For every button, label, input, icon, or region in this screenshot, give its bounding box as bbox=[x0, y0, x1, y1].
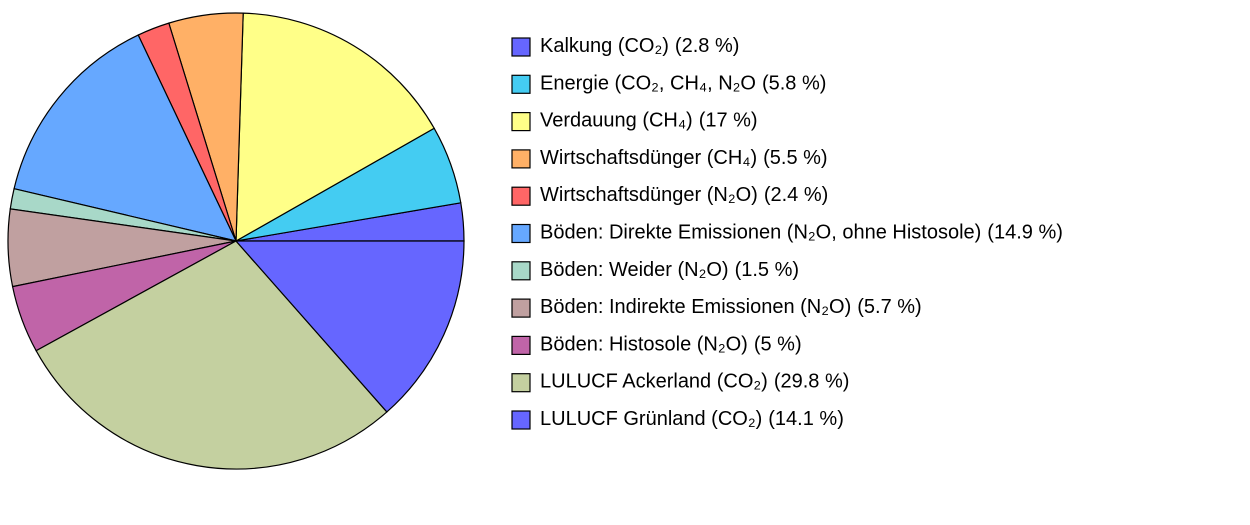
legend-value: (1.5 %) bbox=[735, 259, 799, 281]
legend-name: Böden: Indirekte Emissionen (N₂O) bbox=[540, 296, 851, 318]
legend-label: Böden: Histosole (N₂O) (5 %) bbox=[540, 334, 802, 356]
pie-slice bbox=[35, 240, 388, 470]
legend-value: (2.4 %) bbox=[764, 184, 828, 206]
legend-value: (5.8 %) bbox=[762, 73, 826, 95]
legend-name: Wirtschaftsdünger (N₂O) bbox=[540, 184, 758, 206]
legend-label: Böden: Indirekte Emissionen (N₂O) (5.7 %) bbox=[540, 296, 922, 318]
legend-name: LULUCF Ackerland (CO₂) bbox=[540, 371, 768, 393]
legend-name: Böden: Direkte Emissionen (N₂O, ohne His… bbox=[540, 222, 981, 244]
legend-swatch bbox=[511, 373, 531, 393]
legend-value: (5 %) bbox=[754, 334, 802, 356]
legend-name: Böden: Histosole (N₂O) bbox=[540, 334, 748, 356]
legend-label: Kalkung (CO₂) (2.8 %) bbox=[540, 35, 739, 57]
pie-slice bbox=[235, 12, 436, 243]
legend-value: (14.1 %) bbox=[768, 408, 844, 430]
legend-swatch bbox=[511, 223, 531, 244]
legend-label: Böden: Direkte Emissionen (N₂O, ohne His… bbox=[540, 222, 1063, 244]
legend-swatch bbox=[511, 298, 531, 318]
legend-label: Wirtschaftsdünger (N₂O) (2.4 %) bbox=[540, 184, 828, 206]
legend-value: (17 %) bbox=[699, 110, 758, 132]
legend-value: (5.5 %) bbox=[763, 147, 827, 169]
legend-name: Verdauung (CH₄) bbox=[540, 110, 693, 132]
legend-value: (5.7 %) bbox=[857, 296, 921, 318]
legend-label: LULUCF Ackerland (CO₂) (29.8 %) bbox=[540, 371, 849, 393]
pie-slice bbox=[13, 34, 238, 242]
legend-label: Böden: Weider (N₂O) (1.5 %) bbox=[540, 259, 799, 281]
legend-value: (14.9 %) bbox=[987, 222, 1063, 244]
legend-name: Böden: Weider (N₂O) bbox=[540, 259, 729, 281]
legend-name: Kalkung (CO₂) bbox=[540, 35, 669, 57]
legend-swatch bbox=[511, 37, 531, 57]
legend-swatch bbox=[511, 149, 531, 169]
legend-swatch bbox=[511, 186, 531, 206]
legend-swatch bbox=[511, 410, 531, 430]
legend-swatch bbox=[511, 111, 531, 132]
legend-name: Wirtschaftsdünger (CH₄) bbox=[540, 147, 757, 169]
legend-value: (29.8 %) bbox=[774, 371, 850, 393]
legend-label: Verdauung (CH₄) (17 %) bbox=[540, 110, 758, 132]
legend-swatch bbox=[511, 335, 531, 355]
legend-swatch bbox=[511, 74, 531, 94]
legend-value: (2.8 %) bbox=[675, 35, 739, 57]
legend-label: LULUCF Grünland (CO₂) (14.1 %) bbox=[540, 408, 844, 430]
legend-label: Wirtschaftsdünger (CH₄) (5.5 %) bbox=[540, 147, 828, 169]
pie-slice bbox=[234, 240, 465, 413]
legend-label: Energie (CO₂, CH₄, N₂O (5.8 %) bbox=[540, 73, 826, 95]
legend-swatch bbox=[511, 261, 531, 281]
legend-name: Energie (CO₂, CH₄, N₂O bbox=[540, 73, 756, 95]
legend-name: LULUCF Grünland (CO₂) bbox=[540, 408, 762, 430]
